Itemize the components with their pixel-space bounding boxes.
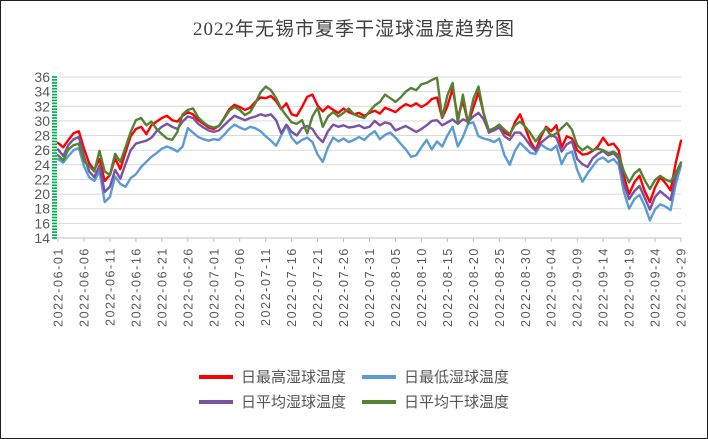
- svg-text:20: 20: [34, 186, 50, 202]
- svg-text:2022-07-01: 2022-07-01: [207, 247, 221, 327]
- svg-text:2022-09-14: 2022-09-14: [597, 247, 611, 327]
- svg-text:34: 34: [34, 84, 50, 100]
- legend-label: 日平均干球温度: [404, 395, 510, 411]
- legend: 日最高湿球温度 日最低湿球温度 日平均湿球温度 日平均干球温度: [1, 366, 707, 412]
- svg-text:32: 32: [34, 98, 50, 114]
- svg-text:2022-09-09: 2022-09-09: [571, 247, 585, 327]
- svg-text:2022-06-21: 2022-06-21: [155, 247, 169, 327]
- svg-text:2022-08-30: 2022-08-30: [519, 247, 533, 327]
- svg-text:2022-09-19: 2022-09-19: [623, 247, 637, 327]
- svg-text:2022-07-16: 2022-07-16: [285, 247, 299, 327]
- svg-text:2022-06-26: 2022-06-26: [181, 247, 195, 327]
- legend-swatch-blue-line: [362, 374, 396, 379]
- svg-text:2022-09-04: 2022-09-04: [545, 247, 559, 327]
- svg-text:2022-07-21: 2022-07-21: [311, 247, 325, 327]
- svg-text:2022-08-25: 2022-08-25: [493, 247, 507, 327]
- legend-label: 日最高湿球温度: [240, 370, 346, 386]
- legend-label: 日最低湿球温度: [404, 370, 510, 386]
- legend-swatch-red-line: [198, 374, 233, 379]
- legend-row-2: 日平均湿球温度 日平均干球温度: [198, 391, 509, 412]
- svg-text:2022-07-31: 2022-07-31: [363, 247, 377, 327]
- svg-text:2022-08-15: 2022-08-15: [441, 247, 455, 327]
- svg-text:2022-06-11: 2022-06-11: [103, 247, 117, 326]
- svg-text:2022-07-26: 2022-07-26: [337, 247, 351, 327]
- chart-title: 2022年无锡市夏季干湿球温度趋势图: [192, 19, 515, 40]
- legend-item-max-wetbulb: 日最高湿球温度: [198, 366, 346, 387]
- svg-text:18: 18: [34, 201, 50, 217]
- svg-text:2022-07-11: 2022-07-11: [259, 247, 273, 326]
- svg-text:2022-09-24: 2022-09-24: [649, 247, 663, 327]
- svg-text:24: 24: [34, 157, 50, 173]
- svg-text:2022-08-20: 2022-08-20: [467, 247, 481, 327]
- svg-text:28: 28: [34, 128, 50, 144]
- svg-text:36: 36: [34, 69, 50, 85]
- svg-text:2022-06-01: 2022-06-01: [52, 247, 66, 327]
- svg-text:16: 16: [34, 215, 50, 231]
- svg-text:30: 30: [34, 113, 50, 129]
- svg-text:2022-08-10: 2022-08-10: [415, 247, 429, 327]
- svg-text:26: 26: [34, 142, 50, 158]
- legend-row-1: 日最高湿球温度 日最低湿球温度: [198, 366, 509, 387]
- svg-text:2022-09-29: 2022-09-29: [675, 247, 689, 327]
- legend-item-avg-wetbulb: 日平均湿球温度: [198, 391, 346, 412]
- legend-swatch-purple-line: [198, 399, 233, 404]
- legend-item-avg-drybulb: 日平均干球温度: [362, 391, 509, 412]
- svg-text:2022-07-06: 2022-07-06: [233, 247, 247, 327]
- svg-text:2022-06-06: 2022-06-06: [78, 247, 92, 327]
- svg-text:14: 14: [34, 230, 50, 246]
- svg-text:2022-06-16: 2022-06-16: [129, 247, 143, 327]
- svg-text:22: 22: [34, 172, 50, 188]
- legend-label: 日平均湿球温度: [240, 395, 346, 411]
- legend-swatch-green-line: [362, 399, 396, 404]
- svg-text:2022-08-05: 2022-08-05: [389, 247, 403, 327]
- legend-item-min-wetbulb: 日最低湿球温度: [362, 366, 509, 387]
